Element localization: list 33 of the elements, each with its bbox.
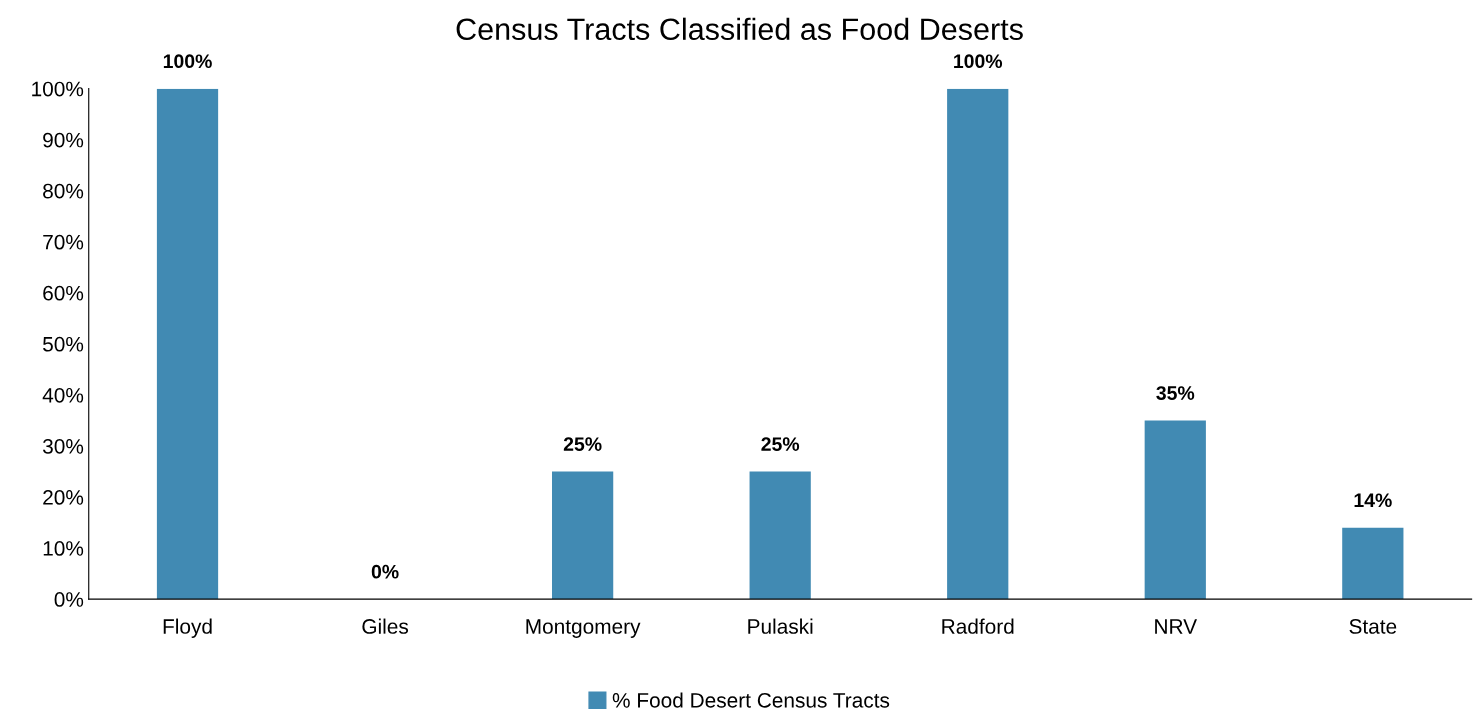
y-tick-label: 30% xyxy=(42,438,84,454)
bar xyxy=(156,88,219,600)
x-tick-label: Montgomery xyxy=(526,619,641,638)
y-tick-label: 90% xyxy=(43,132,84,148)
text: 0% xyxy=(371,564,399,579)
y-tick-label: 100% xyxy=(32,81,84,97)
bar xyxy=(552,471,614,600)
x-tick-label: Floyd xyxy=(163,618,212,638)
text: 35% xyxy=(1156,386,1195,400)
y-tick-label: 10% xyxy=(43,541,84,556)
y-tick-label: 60% xyxy=(43,285,84,301)
x-tick-label: Giles xyxy=(362,618,409,634)
text: 100% xyxy=(163,54,212,69)
bar xyxy=(1342,527,1404,600)
x-tick-label: Radford xyxy=(942,618,1014,634)
legend-label: % Food Desert Census Tracts xyxy=(612,692,890,708)
x-tick-label: Pulaski xyxy=(748,618,813,634)
chart-title: Census Tracts Classified as Food Deserts xyxy=(456,17,1023,41)
y-tick-label: 0% xyxy=(54,592,84,607)
text: 25% xyxy=(761,437,800,451)
text: 25% xyxy=(563,437,602,451)
x-tick-label: State xyxy=(1349,619,1397,634)
y-tick-label: 70% xyxy=(43,234,84,250)
y-tick-label: 40% xyxy=(42,387,84,403)
y-tick-label: 80% xyxy=(43,183,84,199)
bar xyxy=(947,88,1009,600)
y-tick-label: 50% xyxy=(43,336,84,352)
bar xyxy=(749,471,811,600)
y-tick-label: 20% xyxy=(43,490,84,505)
bar xyxy=(1144,420,1206,600)
x-tick-label: NRV xyxy=(1155,619,1197,634)
text: 100% xyxy=(954,54,1003,69)
text: 14% xyxy=(1354,493,1392,508)
